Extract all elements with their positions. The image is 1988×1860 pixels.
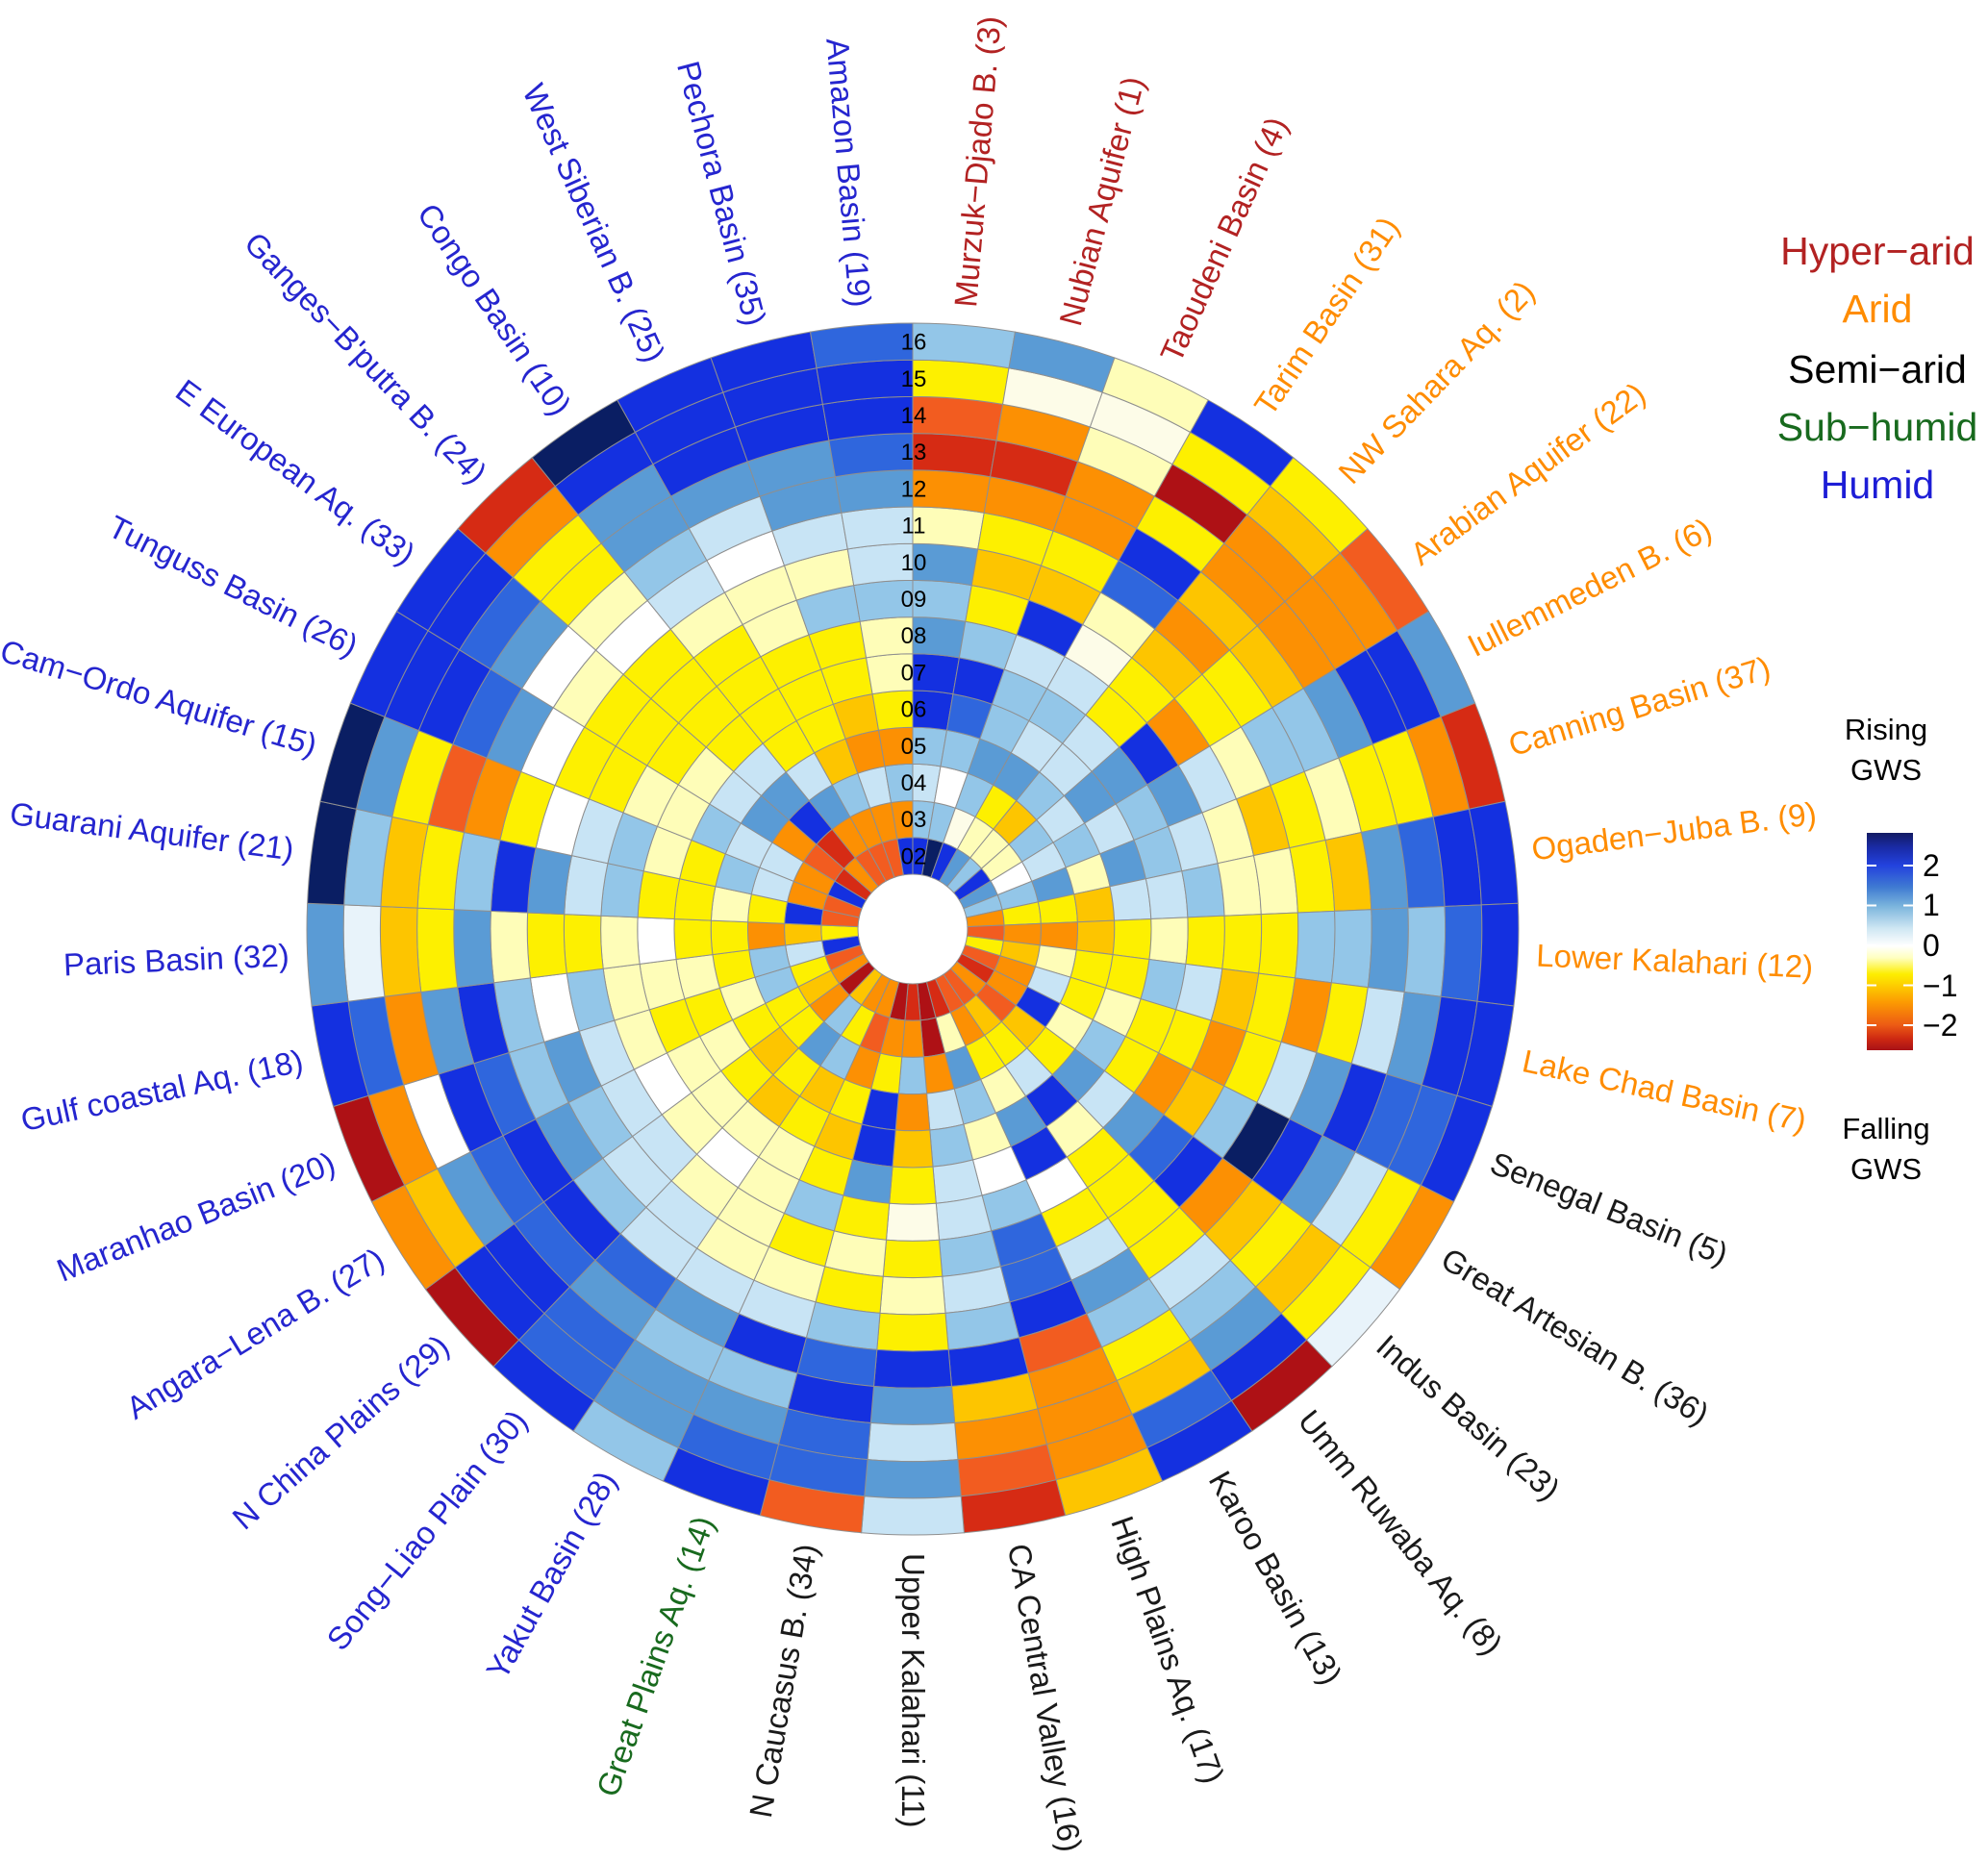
svg-text:−2: −2 xyxy=(1923,1008,1957,1043)
svg-text:02: 02 xyxy=(901,843,927,869)
svg-text:−1: −1 xyxy=(1923,968,1957,1003)
svg-text:13: 13 xyxy=(901,440,927,465)
svg-text:09: 09 xyxy=(901,587,927,613)
svg-text:06: 06 xyxy=(901,697,927,723)
svg-text:11: 11 xyxy=(902,514,926,540)
svg-text:Upper Kalahari (11): Upper Kalahari (11) xyxy=(895,1553,931,1828)
svg-text:Sub−humid: Sub−humid xyxy=(1777,405,1978,449)
svg-text:GWS: GWS xyxy=(1850,1152,1922,1186)
svg-text:05: 05 xyxy=(901,734,927,760)
svg-text:14: 14 xyxy=(901,403,927,429)
svg-text:0: 0 xyxy=(1923,928,1940,963)
svg-text:Hyper−arid: Hyper−arid xyxy=(1780,229,1975,273)
svg-text:Rising: Rising xyxy=(1845,713,1927,746)
svg-text:16: 16 xyxy=(901,330,927,356)
svg-text:2: 2 xyxy=(1923,848,1940,883)
svg-text:04: 04 xyxy=(901,770,927,796)
svg-text:08: 08 xyxy=(901,623,927,649)
svg-text:Semi−arid: Semi−arid xyxy=(1788,347,1967,391)
svg-text:Arid: Arid xyxy=(1843,287,1913,331)
svg-text:10: 10 xyxy=(901,550,927,576)
svg-text:1: 1 xyxy=(1923,888,1940,922)
svg-text:03: 03 xyxy=(901,807,927,833)
svg-text:Humid: Humid xyxy=(1821,463,1934,507)
svg-text:15: 15 xyxy=(901,366,927,392)
svg-text:Falling: Falling xyxy=(1842,1112,1929,1145)
svg-text:12: 12 xyxy=(901,476,927,502)
svg-text:GWS: GWS xyxy=(1850,753,1922,787)
svg-text:07: 07 xyxy=(901,660,927,686)
